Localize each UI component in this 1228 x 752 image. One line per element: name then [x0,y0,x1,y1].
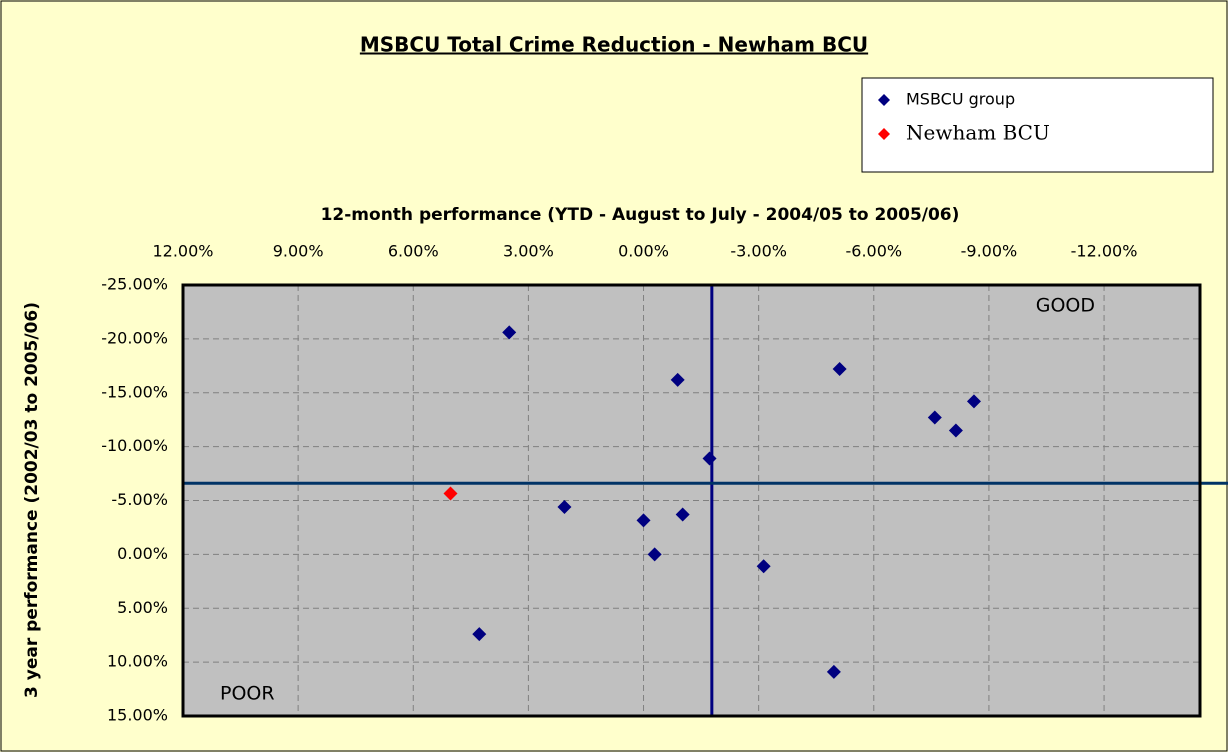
data-point [636,513,651,528]
y-axis-title: 3 year performance (2002/03 to 2005/06) [22,302,42,698]
x-tick-label: -12.00% [1071,242,1138,261]
x-tick-label: 9.00% [273,242,324,261]
plot-border [181,283,1202,718]
y-tick-label: 0.00% [117,544,168,563]
data-point [826,664,841,679]
plot-area [183,285,1200,716]
y-tick-label: -10.00% [101,436,168,455]
legend-label: MSBCU group [906,90,1015,109]
legend-marker [878,94,890,106]
x-tick-label: -6.00% [845,242,902,261]
y-tick-label: 10.00% [107,652,168,671]
y-tick-label: -5.00% [111,490,168,509]
data-point [927,410,942,425]
annotation: GOOD [1036,295,1095,317]
data-point [756,559,771,574]
x-tick-label: 0.00% [618,242,669,261]
x-tick-label: 6.00% [388,242,439,261]
legend-label: Newham BCU [906,121,1050,145]
data-point [443,486,458,501]
data-point [675,507,690,522]
x-tick-label: 12.00% [152,242,213,261]
y-tick-label: 15.00% [107,706,168,725]
legend-marker [878,128,890,140]
x-tick-label: -9.00% [961,242,1018,261]
y-tick-label: -25.00% [101,275,168,294]
data-point [502,325,517,340]
chart-title: MSBCU Total Crime Reduction - Newham BCU [360,33,868,57]
data-point [647,547,662,562]
data-point [966,394,981,409]
x-tick-label: -3.00% [730,242,787,261]
x-axis-title: 12-month performance (YTD - August to Ju… [321,205,960,225]
x-tick-label: 3.00% [503,242,554,261]
data-point [670,372,685,387]
data-point [557,499,572,514]
data-point [948,423,963,438]
annotation: POOR [220,683,275,705]
y-tick-label: -15.00% [101,382,168,401]
legend-box [861,77,1214,173]
data-point [832,362,847,377]
y-tick-label: -20.00% [101,328,168,347]
y-tick-label: 5.00% [117,598,168,617]
data-point [702,451,717,466]
data-point [472,627,487,642]
